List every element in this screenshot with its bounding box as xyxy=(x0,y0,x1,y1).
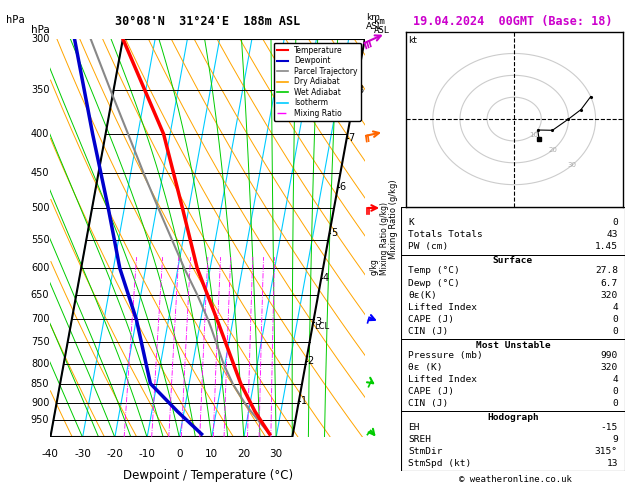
Text: θε (K): θε (K) xyxy=(408,363,442,372)
Text: 850: 850 xyxy=(31,379,49,389)
Text: 6: 6 xyxy=(198,441,202,451)
Text: 6: 6 xyxy=(340,182,345,192)
Text: 500: 500 xyxy=(31,203,49,213)
Text: 30: 30 xyxy=(567,162,576,169)
Text: 750: 750 xyxy=(31,337,49,347)
Text: Dewp (°C): Dewp (°C) xyxy=(408,278,460,288)
Text: 315°: 315° xyxy=(595,447,618,456)
Text: 320: 320 xyxy=(601,291,618,299)
Text: 1.45: 1.45 xyxy=(595,243,618,251)
Text: Temp (°C): Temp (°C) xyxy=(408,266,460,276)
Text: 650: 650 xyxy=(31,290,49,300)
Text: 0: 0 xyxy=(612,327,618,336)
Text: Dewpoint / Temperature (°C): Dewpoint / Temperature (°C) xyxy=(123,469,292,482)
Text: 27.8: 27.8 xyxy=(595,266,618,276)
Text: km
ASL: km ASL xyxy=(374,17,391,35)
Text: Mixing Ratio (g/kg): Mixing Ratio (g/kg) xyxy=(389,179,398,259)
Text: CAPE (J): CAPE (J) xyxy=(408,387,454,396)
Text: StmSpd (kt): StmSpd (kt) xyxy=(408,459,471,468)
Text: 0: 0 xyxy=(612,387,618,396)
Text: 3: 3 xyxy=(315,317,321,327)
Text: 20: 20 xyxy=(237,450,250,459)
Text: © weatheronline.co.uk: © weatheronline.co.uk xyxy=(459,474,572,484)
Text: Totals Totals: Totals Totals xyxy=(408,230,482,239)
Text: θε(K): θε(K) xyxy=(408,291,437,299)
Text: -30: -30 xyxy=(74,450,91,459)
Text: 300: 300 xyxy=(31,34,49,44)
Text: hPa: hPa xyxy=(6,15,25,25)
Text: g/kg
Mixing Ratio (g/kg): g/kg Mixing Ratio (g/kg) xyxy=(370,202,389,275)
Text: CAPE (J): CAPE (J) xyxy=(408,314,454,324)
Text: 7: 7 xyxy=(348,133,355,143)
Text: 400: 400 xyxy=(31,129,49,139)
Text: 990: 990 xyxy=(601,351,618,360)
Text: 320: 320 xyxy=(601,363,618,372)
Text: 20: 20 xyxy=(254,441,264,451)
Text: 1: 1 xyxy=(122,441,126,451)
Text: 1: 1 xyxy=(301,396,307,406)
Text: 30°08'N  31°24'E  188m ASL: 30°08'N 31°24'E 188m ASL xyxy=(115,15,300,28)
Text: SREH: SREH xyxy=(408,435,431,444)
Text: -20: -20 xyxy=(106,450,123,459)
Text: 5: 5 xyxy=(331,228,337,239)
Text: 350: 350 xyxy=(31,85,49,95)
Text: PW (cm): PW (cm) xyxy=(408,243,448,251)
Text: -40: -40 xyxy=(42,450,58,459)
Text: Lifted Index: Lifted Index xyxy=(408,375,477,384)
Text: EH: EH xyxy=(408,423,420,432)
Text: 8: 8 xyxy=(211,441,216,451)
Text: 10: 10 xyxy=(220,441,229,451)
Text: -15: -15 xyxy=(601,423,618,432)
Legend: Temperature, Dewpoint, Parcel Trajectory, Dry Adiabat, Wet Adiabat, Isotherm, Mi: Temperature, Dewpoint, Parcel Trajectory… xyxy=(274,43,361,121)
Text: 30: 30 xyxy=(270,450,282,459)
Text: Most Unstable: Most Unstable xyxy=(476,341,550,349)
Text: 4: 4 xyxy=(323,273,329,283)
Text: Surface: Surface xyxy=(493,256,533,265)
Text: 8: 8 xyxy=(357,85,364,95)
Text: 25: 25 xyxy=(266,441,276,451)
Text: Hodograph: Hodograph xyxy=(487,413,539,422)
Text: 9: 9 xyxy=(612,435,618,444)
Text: 800: 800 xyxy=(31,359,49,368)
Text: 450: 450 xyxy=(31,168,49,178)
Text: 13: 13 xyxy=(606,459,618,468)
Text: 0: 0 xyxy=(612,399,618,408)
Text: Pressure (mb): Pressure (mb) xyxy=(408,351,482,360)
Text: LCL: LCL xyxy=(314,322,329,331)
Text: km
ASL: km ASL xyxy=(366,13,382,31)
Text: 2: 2 xyxy=(308,356,314,366)
Text: kt: kt xyxy=(408,36,417,45)
Text: 4: 4 xyxy=(612,303,618,312)
Text: 700: 700 xyxy=(31,314,49,324)
Text: 10: 10 xyxy=(529,132,538,138)
Text: 0: 0 xyxy=(176,450,182,459)
Text: 3: 3 xyxy=(166,441,171,451)
Text: 4: 4 xyxy=(612,375,618,384)
Text: 600: 600 xyxy=(31,263,49,273)
Text: 550: 550 xyxy=(31,235,49,244)
Text: CIN (J): CIN (J) xyxy=(408,399,448,408)
Text: CIN (J): CIN (J) xyxy=(408,327,448,336)
Text: hPa: hPa xyxy=(31,25,49,35)
Text: K: K xyxy=(408,218,414,227)
Text: 43: 43 xyxy=(606,230,618,239)
Text: 10: 10 xyxy=(205,450,218,459)
Text: 0: 0 xyxy=(612,314,618,324)
Text: 16: 16 xyxy=(243,441,252,451)
Text: -10: -10 xyxy=(138,450,155,459)
Text: StmDir: StmDir xyxy=(408,447,442,456)
Text: 6.7: 6.7 xyxy=(601,278,618,288)
Text: 900: 900 xyxy=(31,398,49,408)
Text: Lifted Index: Lifted Index xyxy=(408,303,477,312)
Text: 0: 0 xyxy=(612,218,618,227)
Text: 19.04.2024  00GMT (Base: 18): 19.04.2024 00GMT (Base: 18) xyxy=(413,15,613,28)
Text: 20: 20 xyxy=(548,147,557,153)
Text: 950: 950 xyxy=(31,416,49,425)
Text: 4: 4 xyxy=(179,441,184,451)
Text: 2: 2 xyxy=(149,441,154,451)
